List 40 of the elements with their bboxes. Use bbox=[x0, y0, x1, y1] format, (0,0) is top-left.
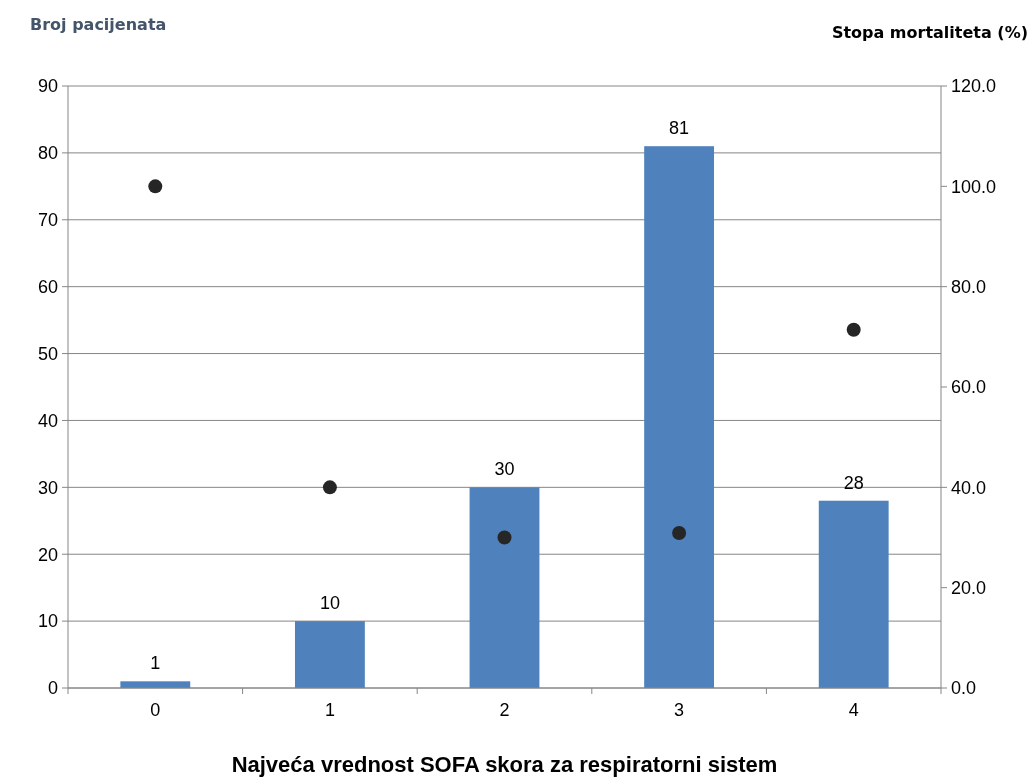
y2-tick-label: 20.0 bbox=[951, 577, 987, 598]
y2-tick-label: 120.0 bbox=[951, 76, 997, 97]
data-label: 1 bbox=[150, 653, 161, 674]
data-label: 10 bbox=[319, 593, 340, 614]
y2-tick-label: 100.0 bbox=[951, 176, 997, 197]
y2-tick-label: 80.0 bbox=[951, 276, 987, 297]
y2-tick-label: 60.0 bbox=[951, 377, 987, 398]
y-tick-label: 0 bbox=[47, 678, 58, 699]
y-tick-label: 20 bbox=[37, 544, 58, 565]
data-label: 28 bbox=[843, 472, 864, 493]
point bbox=[846, 322, 861, 337]
x-tick-label: 4 bbox=[848, 700, 859, 720]
x-axis-title: Najveća vrednost SOFA skora za respiratorni sistem bbox=[231, 752, 778, 777]
y-tick-label: 90 bbox=[37, 76, 58, 97]
x-tick-label: 0 bbox=[150, 700, 161, 720]
bar bbox=[818, 500, 889, 688]
x-tick-label: 2 bbox=[499, 700, 510, 720]
y-tick-label: 80 bbox=[37, 143, 58, 164]
x-tick-label: 1 bbox=[324, 700, 335, 720]
bar bbox=[469, 487, 540, 688]
bar bbox=[294, 621, 365, 688]
y-tick-label: 70 bbox=[37, 210, 58, 231]
y2-axis-title: Stopa mortaliteta (%) bbox=[831, 23, 1028, 42]
y-tick-label: 30 bbox=[37, 477, 58, 498]
y-tick-label: 40 bbox=[37, 410, 58, 431]
data-label: 30 bbox=[494, 459, 515, 480]
bar bbox=[644, 146, 715, 688]
y2-tick-label: 40.0 bbox=[951, 477, 987, 498]
y-tick-label: 60 bbox=[37, 276, 58, 297]
y-tick-label: 50 bbox=[37, 343, 58, 364]
y2-tick-label: 0.0 bbox=[951, 678, 977, 699]
bar bbox=[120, 681, 191, 688]
point bbox=[322, 480, 337, 495]
x-tick-label: 3 bbox=[674, 700, 685, 720]
data-label: 81 bbox=[669, 118, 690, 139]
point bbox=[148, 179, 163, 194]
point bbox=[497, 530, 512, 545]
y-tick-label: 10 bbox=[37, 611, 58, 632]
y-axis-title: Broj pacijenata bbox=[30, 15, 167, 34]
point bbox=[672, 525, 687, 540]
